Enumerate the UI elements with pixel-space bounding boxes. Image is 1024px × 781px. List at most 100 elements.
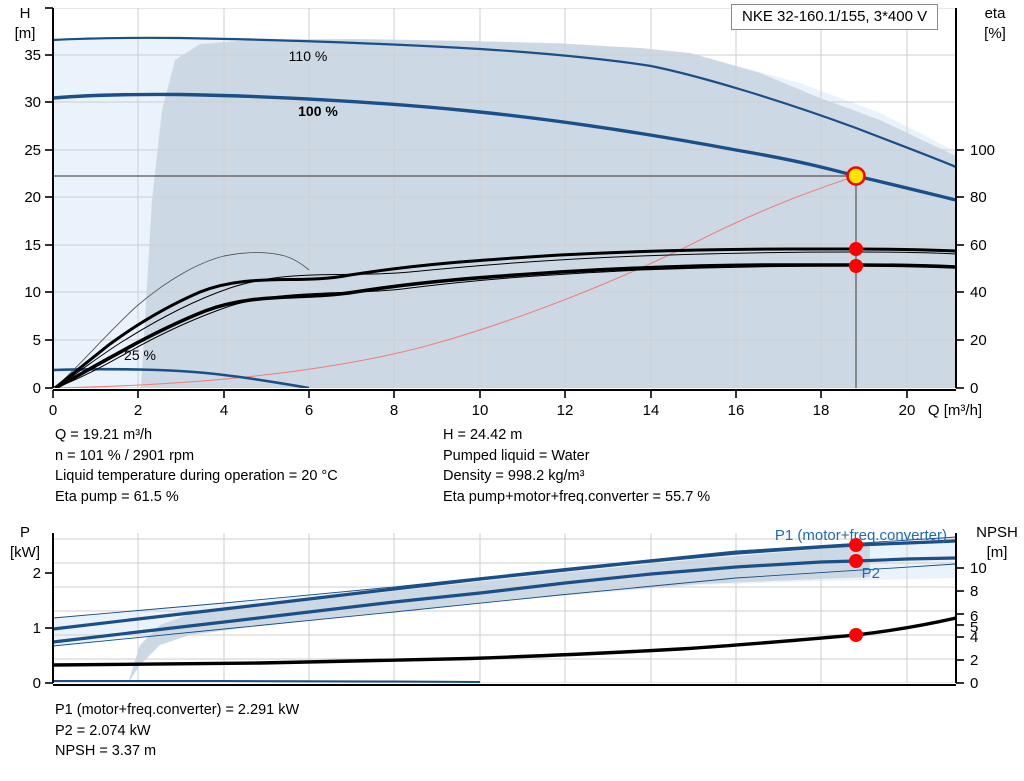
label-110-percent: 110 % [289, 48, 328, 64]
y-left-tick-20: 20 [24, 189, 41, 206]
p-tick-1: 1 [33, 620, 41, 637]
npsh-tick-5: 5 [970, 619, 978, 636]
eta-total-curve [54, 263, 956, 388]
result-head: H = 24.42 m [443, 427, 523, 443]
p2-lower-bound [53, 563, 956, 647]
result-eta-total: Eta pump+motor+freq.converter = 55.7 % [443, 488, 711, 505]
eta-bundle-curve-b [54, 265, 956, 388]
x-tick-8: 8 [390, 402, 398, 419]
eta-pump-curve [54, 247, 956, 388]
npsh-tick-10: 10 [970, 560, 987, 577]
npsh-tick-8: 8 [970, 583, 978, 600]
x-tick-18: 18 [813, 402, 830, 419]
marker-group [846, 166, 866, 273]
y-right-tick-0: 0 [970, 380, 978, 397]
eta-pump-marker [849, 242, 863, 256]
npsh-tick-2: 2 [970, 652, 978, 669]
x-tick-12: 12 [557, 402, 574, 419]
x-tick-16: 16 [728, 402, 745, 419]
x-tick-6: 6 [305, 402, 313, 419]
top-chart: 0 5 10 15 20 25 30 35 H [m] 0 20 40 60 8… [15, 5, 1007, 419]
x-ticks [52, 390, 908, 398]
result-p1: P1 (motor+freq.converter) = 2.291 kW [55, 702, 300, 718]
y-left-tick-labels: 0 5 10 15 20 25 30 35 [24, 47, 41, 397]
curve-25 [53, 367, 310, 388]
thin-eta-arc [54, 252, 310, 388]
gridlines-horizontal [53, 8, 956, 388]
pump-model-title: NKE 32-160.1/155, 3*400 V [731, 4, 939, 30]
npsh-marker [849, 628, 863, 642]
y-left-tick-30: 30 [24, 94, 41, 111]
label-p1: P1 (motor+freq.converter) [775, 527, 947, 544]
y-left-axis-title-bottom: P [20, 524, 30, 541]
y-left-axis-unit: [m] [15, 25, 36, 42]
x-tick-10: 10 [472, 402, 489, 419]
eta-bundle-curve-a [54, 251, 956, 388]
x-tick-4: 4 [220, 402, 228, 419]
envelope-inner-bottom [128, 545, 870, 683]
result-flow: Q = 19.21 m³/h [55, 427, 153, 443]
y-right-tick-80: 80 [970, 189, 987, 206]
y-left-tick-0: 0 [33, 380, 41, 397]
y-right-tick-labels-bottom: 0 2 4 5 6 8 10 [970, 560, 987, 692]
y-left-ticks-bottom [45, 572, 53, 684]
y-left-tick-labels-bottom: 0 1 2 [33, 565, 41, 692]
y-right-tick-100: 100 [970, 142, 995, 159]
npsh-tick-6: 6 [970, 608, 978, 625]
y-right-ticks-bottom [956, 567, 964, 684]
y-left-tick-15: 15 [24, 237, 41, 254]
head-efficiency-svg: 0 5 10 15 20 25 30 35 H [m] 0 20 40 60 8… [15, 5, 1007, 419]
result-speed: n = 101 % / 2901 rpm [55, 447, 195, 464]
results-left-column: Q = 19.21 m³/h n = 101 % / 2901 rpm Liqu… [55, 425, 338, 507]
duty-point-marker[interactable] [846, 166, 866, 186]
y-right-axis-title: eta [985, 5, 1007, 22]
x-axis-title: Q [m³/h] [928, 402, 982, 419]
pump-model-title-text: NKE 32-160.1/155, 3*400 V [742, 8, 928, 25]
x-tick-0: 0 [49, 402, 57, 419]
npsh-tick-4: 4 [970, 629, 978, 646]
result-density: Density = 998.2 kg/m³ [443, 468, 585, 484]
y-left-ticks [45, 7, 53, 389]
system-curve [54, 175, 857, 388]
label-p2: P2 [862, 565, 880, 582]
result-liquid: Pumped liquid = Water [443, 447, 590, 464]
y-right-tick-20: 20 [970, 332, 987, 349]
y-left-axis-title: H [20, 5, 31, 22]
label-100-percent: 100 % [298, 103, 338, 119]
result-npsh: NPSH = 3.37 m [55, 743, 157, 759]
x-tick-labels: 0 2 4 6 8 10 12 14 16 18 20 [49, 402, 916, 419]
gridlines-vertical-bottom [137, 533, 908, 683]
power-npsh-svg: 0 1 2 P [kW] 0 2 4 5 6 8 10 NPSH [m] P1 … [10, 524, 1018, 692]
y-left-tick-10: 10 [24, 284, 41, 301]
gridlines-vertical [137, 8, 908, 388]
y-left-axis-unit-bottom: [kW] [10, 544, 40, 561]
envelope-inner [141, 39, 956, 388]
y-right-tick-40: 40 [970, 284, 987, 301]
result-p2: P2 = 2.074 kW [55, 722, 151, 739]
y-left-tick-5: 5 [33, 332, 41, 349]
y-right-tick-60: 60 [970, 237, 987, 254]
bottom-chart: 0 1 2 P [kW] 0 2 4 5 6 8 10 NPSH [m] P1 … [0, 515, 1024, 695]
y-right-axis-unit-bottom: [m] [987, 544, 1008, 561]
y-left-tick-25: 25 [24, 142, 41, 159]
p-tick-0: 0 [33, 675, 41, 692]
eta-total-marker [849, 259, 863, 273]
y-right-tick-labels: 0 20 40 60 80 100 [970, 142, 995, 397]
x-tick-20: 20 [899, 402, 916, 419]
npsh-tick-0: 0 [970, 675, 978, 692]
result-eta-pump: Eta pump = 61.5 % [55, 488, 179, 505]
p-tick-2: 2 [33, 565, 41, 582]
p2-marker [849, 554, 863, 568]
curve-110 [53, 36, 956, 169]
result-temperature: Liquid temperature during operation = 20… [55, 468, 338, 484]
y-right-axis-unit: [%] [984, 25, 1006, 42]
x-tick-2: 2 [134, 402, 142, 419]
gridlines-horizontal-bottom [53, 538, 956, 683]
p1-marker [849, 538, 863, 552]
x-tick-14: 14 [643, 402, 660, 419]
y-right-axis-title-bottom: NPSH [976, 524, 1018, 541]
label-25-percent: 25 % [124, 347, 156, 363]
results-bottom-block: P1 (motor+freq.converter) = 2.291 kW P2 … [55, 700, 299, 762]
results-right-column: H = 24.42 m Pumped liquid = Water Densit… [443, 425, 710, 507]
y-left-tick-35: 35 [24, 47, 41, 64]
